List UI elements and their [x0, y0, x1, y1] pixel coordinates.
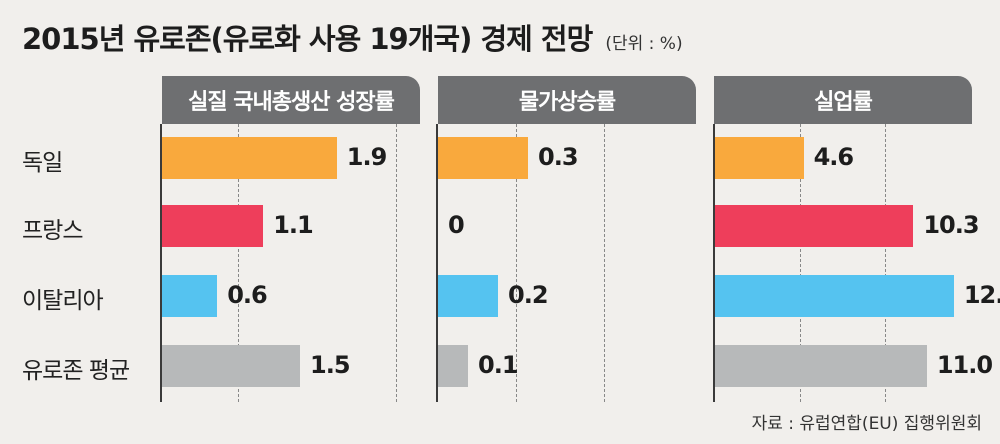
gridline: [885, 124, 886, 402]
data-label: 1.1: [273, 211, 314, 239]
row-label: 유로존 평균: [22, 358, 130, 384]
bar: [715, 137, 804, 179]
bar: [162, 137, 337, 179]
axis-line: [436, 124, 438, 402]
bar: [715, 345, 927, 387]
data-label: 4.6: [813, 143, 855, 171]
data-label: 0.2: [508, 281, 549, 309]
row-label: 프랑스: [22, 218, 83, 244]
panel-header: 실업률: [714, 76, 972, 124]
data-label: 0.1: [478, 351, 519, 379]
data-label: 11.0: [936, 351, 993, 379]
unit-label: (단위 : %): [605, 34, 683, 54]
data-label: 0.3: [538, 143, 579, 171]
gridline: [604, 124, 605, 402]
gridline: [516, 124, 517, 402]
source-note: 자료 : 유럽연합(EU) 집행위원회: [751, 414, 982, 434]
row-label: 독일: [22, 150, 63, 176]
bar: [162, 205, 264, 247]
bar: [162, 345, 300, 387]
bar: [438, 275, 498, 317]
gridline: [396, 124, 397, 402]
data-label: 1.9: [346, 143, 388, 171]
data-label: 12.4: [963, 281, 1000, 309]
bar: [438, 137, 528, 179]
chart-title-block: 2015년 유로존(유로화 사용 19개국) 경제 전망 (단위 : %): [22, 16, 683, 58]
bar: [438, 345, 468, 387]
axis-line: [713, 124, 715, 402]
panel-header: 물가상승률: [438, 76, 696, 124]
bar: [162, 275, 218, 317]
row-label: 이탈리아: [22, 288, 104, 314]
bar: [715, 205, 914, 247]
panel-header: 실질 국내총생산 성장률: [162, 76, 420, 124]
data-label: 1.5: [310, 351, 351, 379]
bar: [715, 275, 954, 317]
gridline: [800, 124, 801, 402]
chart-title: 2015년 유로존(유로화 사용 19개국) 경제 전망: [22, 22, 593, 56]
axis-line: [160, 124, 162, 402]
data-label: 0: [448, 211, 465, 239]
data-label: 10.3: [923, 211, 979, 239]
gridline: [238, 124, 239, 402]
data-label: 0.6: [227, 281, 268, 309]
